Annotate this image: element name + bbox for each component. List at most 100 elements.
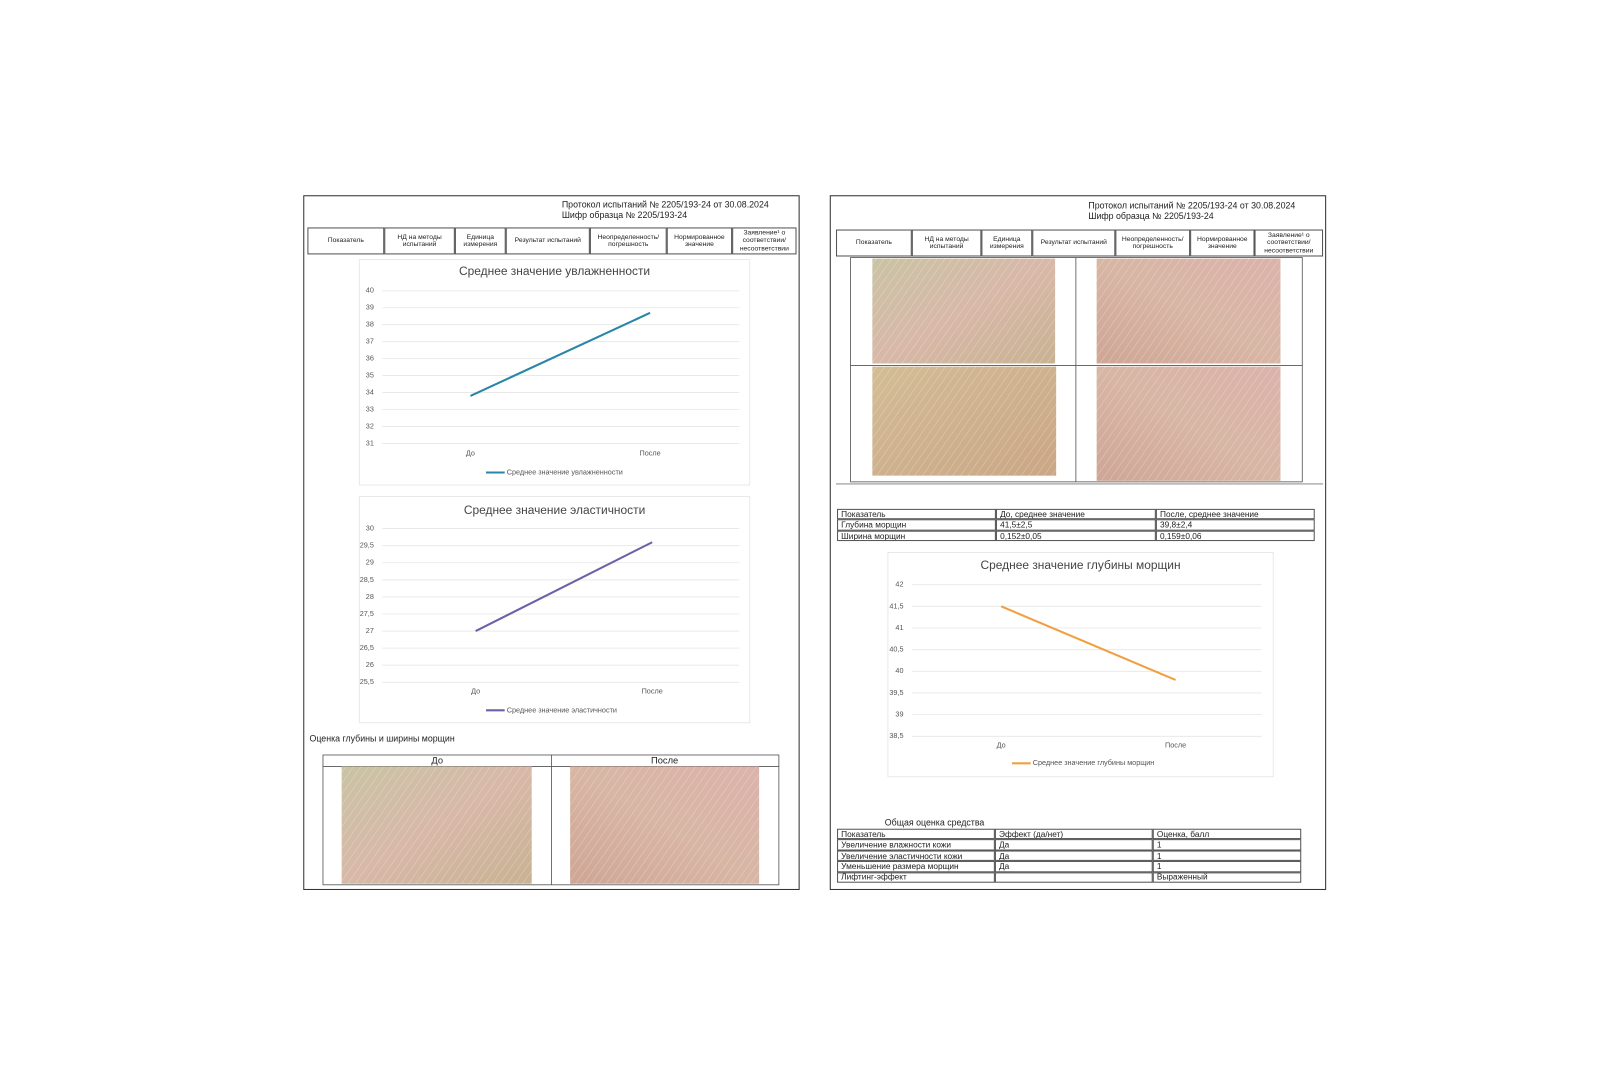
y-tick-label: 28,5 (360, 575, 374, 584)
column-header: Единица измерения (454, 227, 506, 255)
table-cell: Да (994, 839, 1153, 851)
y-tick-label: 36 (366, 354, 374, 363)
y-tick-label: 33 (366, 404, 374, 413)
chart-title: Среднее значение увлажненности (459, 264, 650, 278)
y-tick-label: 38 (366, 320, 374, 329)
table-cell: Показатель (837, 508, 996, 520)
column-header: НД на методы испытаний (911, 229, 982, 257)
photo-header: До (431, 756, 443, 766)
x-tick-label: До (471, 687, 480, 696)
y-tick-label: 41,5 (889, 601, 903, 610)
photo-header: После (651, 756, 678, 766)
table-cell: Увеличение эластичности кожи (837, 850, 995, 862)
y-tick-label: 34 (366, 387, 374, 396)
table-cell: Да (994, 850, 1153, 862)
x-tick-label: После (640, 449, 661, 458)
chart-frame (358, 259, 751, 486)
data-line (470, 311, 651, 397)
table-cell: Показатель (837, 828, 995, 840)
skin-texture (872, 258, 1056, 364)
y-tick-label: 29,5 (360, 541, 374, 550)
y-tick-label: 40 (895, 666, 903, 675)
y-tick-label: 35 (366, 371, 374, 380)
y-tick-label: 26 (366, 660, 374, 669)
table-cell: Ширина морщин (837, 530, 996, 542)
table-cell: Уменьшение размера морщин (837, 861, 995, 872)
table-cell: Да (994, 861, 1153, 872)
chart-title: Среднее значение глубины морщин (981, 558, 1181, 572)
column-header: Нормированное значение (666, 227, 733, 255)
column-header: Единица измерения (981, 229, 1033, 257)
column-header: Показатель (307, 227, 385, 255)
y-tick-label: 39,5 (889, 688, 903, 697)
chart-frame (887, 552, 1274, 778)
table-cell: Увеличение влажности кожи (837, 839, 995, 851)
legend-label: Среднее значение увлажненности (507, 467, 623, 476)
table-cell: 1 (1152, 861, 1302, 872)
y-tick-label: 38,5 (889, 731, 903, 740)
y-tick-label: 40 (366, 286, 374, 295)
skin-texture (341, 766, 532, 884)
skin-texture (872, 366, 1057, 476)
table-cell: Выраженный (1152, 871, 1302, 883)
y-tick-label: 42 (895, 580, 903, 589)
legend-label: Среднее значение эластичности (507, 705, 617, 714)
skin-texture (570, 766, 760, 884)
chart-title: Среднее значение эластичности (464, 503, 645, 517)
column-header: Нормированное значение (1190, 229, 1255, 257)
chart-frame (358, 495, 751, 724)
column-header: Заявление¹ о соответствии/ несоответстви… (1254, 229, 1324, 257)
column-header: Заявление¹ о соответствии/ несоответстви… (732, 227, 797, 255)
y-tick-label: 30 (366, 524, 374, 533)
column-header: Показатель (835, 229, 912, 257)
data-line (475, 541, 653, 632)
column-header: Результат испытаний (1032, 229, 1116, 257)
photo-table-frame (322, 754, 780, 886)
protocol-title: Протокол испытаний № 2205/193-24 от 30.0… (561, 199, 769, 210)
skin-texture (1096, 258, 1281, 364)
y-tick-label: 37 (366, 337, 374, 346)
y-tick-label: 32 (366, 421, 374, 430)
summary-title: Общая оценка средства (884, 817, 985, 828)
y-tick-label: 31 (366, 438, 374, 447)
data-line (1000, 605, 1176, 681)
table-cell: 41,5±2,5 (995, 519, 1156, 531)
y-tick-label: 28 (366, 592, 374, 601)
table-cell: 1 (1152, 850, 1302, 862)
x-tick-label: До (466, 449, 475, 458)
y-tick-label: 27 (366, 626, 374, 635)
y-tick-label: 26,5 (360, 643, 374, 652)
table-cell: Лифтинг-эффект (837, 871, 995, 883)
photo-grid-frame (850, 257, 1303, 483)
y-tick-label: 25,5 (360, 677, 374, 686)
table-cell: 0,152±0,05 (995, 530, 1156, 542)
column-header: Результат испытаний (505, 227, 590, 255)
sample-code: Шифр образца № 2205/193-24 (1088, 210, 1214, 222)
table-cell: 0,159±0,06 (1155, 530, 1315, 542)
x-tick-label: После (642, 687, 663, 696)
y-tick-label: 39 (895, 710, 903, 719)
y-tick-label: 39 (366, 303, 374, 312)
column-header: Неопределенность/ погрешность (1115, 229, 1191, 257)
y-tick-label: 40,5 (889, 645, 903, 654)
y-tick-label: 29 (366, 558, 374, 567)
y-tick-label: 27,5 (360, 609, 374, 618)
x-tick-label: После (1165, 741, 1186, 750)
section-title: Оценка глубины и ширины морщин (309, 733, 455, 744)
table-cell: Оценка, балл (1152, 828, 1302, 840)
column-header: Неопределенность/ погрешность (589, 227, 667, 255)
sample-code: Шифр образца № 2205/193-24 (561, 209, 688, 221)
table-cell: Глубина морщин (837, 519, 996, 531)
legend-label: Среднее значение глубины морщин (1033, 758, 1154, 767)
table-cell: Эффект (да/нет) (994, 828, 1153, 840)
protocol-title: Протокол испытаний № 2205/193-24 от 30.0… (1088, 200, 1296, 211)
table-cell: 1 (1152, 839, 1302, 851)
x-tick-label: До (997, 741, 1006, 750)
column-header: НД на методы испытаний (384, 227, 455, 255)
table-cell (994, 871, 1153, 883)
table-cell: 39,8±2,4 (1155, 519, 1315, 531)
table-cell: До, среднее значение (995, 508, 1156, 520)
